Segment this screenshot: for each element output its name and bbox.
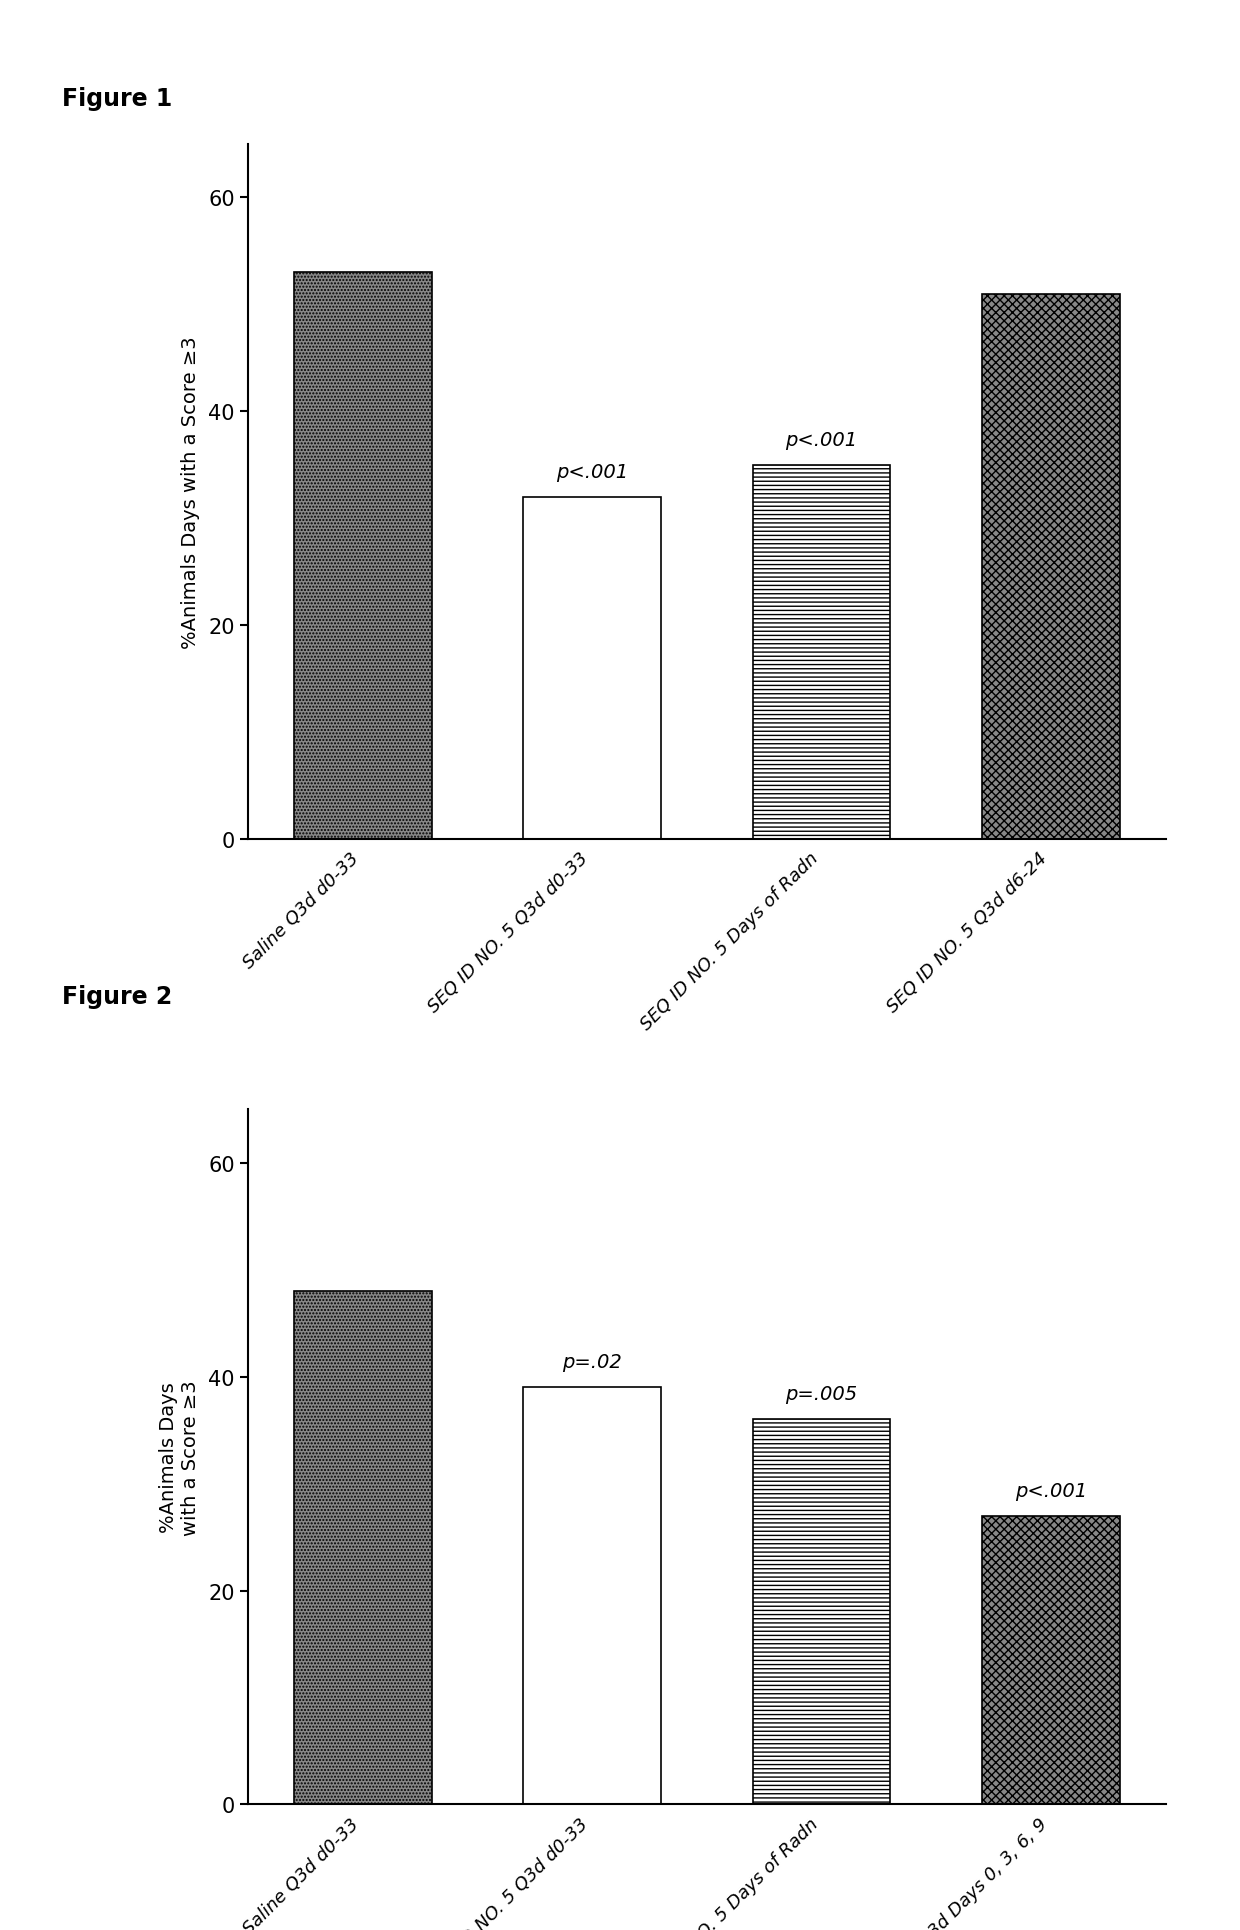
Text: p<.001: p<.001 bbox=[556, 463, 629, 481]
Bar bbox=[982, 295, 1120, 840]
Bar bbox=[294, 272, 432, 840]
Y-axis label: %Animals Days
with a Score ≥3: %Animals Days with a Score ≥3 bbox=[159, 1380, 200, 1534]
Y-axis label: %Animals Days with a Score ≥3: %Animals Days with a Score ≥3 bbox=[181, 336, 200, 648]
Bar bbox=[753, 1420, 890, 1805]
Text: p=.005: p=.005 bbox=[785, 1384, 858, 1403]
Bar bbox=[982, 1515, 1120, 1805]
Text: Figure 2: Figure 2 bbox=[62, 984, 172, 1007]
Text: p<.001: p<.001 bbox=[785, 430, 858, 450]
Bar bbox=[753, 465, 890, 840]
Bar bbox=[523, 1388, 661, 1805]
Bar bbox=[294, 1291, 432, 1805]
Text: p<.001: p<.001 bbox=[1014, 1480, 1087, 1500]
Text: Figure 1: Figure 1 bbox=[62, 87, 172, 110]
Bar bbox=[523, 498, 661, 840]
Text: p=.02: p=.02 bbox=[562, 1353, 622, 1372]
